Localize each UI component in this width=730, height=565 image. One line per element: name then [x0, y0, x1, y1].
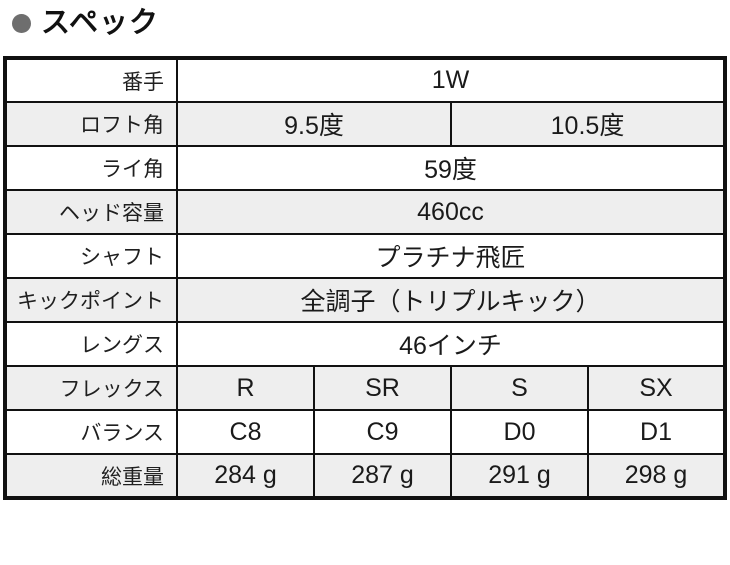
spec-value: 9.5度 — [176, 101, 452, 147]
spec-label: 番手 — [4, 57, 178, 103]
spec-value: 全調子（トリプルキック） — [176, 277, 726, 323]
spec-row-total-weight: 総重量 284 g 287 g 291 g 298 g — [4, 453, 726, 499]
spec-label: レングス — [4, 321, 178, 367]
spec-row-length: レングス 46インチ — [4, 321, 726, 367]
spec-label: ライ角 — [4, 145, 178, 191]
spec-row-head-volume: ヘッド容量 460cc — [4, 189, 726, 235]
spec-value: 460cc — [176, 189, 726, 235]
spec-value: 10.5度 — [450, 101, 726, 147]
spec-value: 46インチ — [176, 321, 726, 367]
spec-value: 291 g — [450, 453, 589, 499]
spec-value: プラチナ飛匠 — [176, 233, 726, 279]
spec-row-loft: ロフト角 9.5度 10.5度 — [4, 101, 726, 147]
spec-value: 59度 — [176, 145, 726, 191]
spec-value: C8 — [176, 409, 315, 455]
spec-value: SR — [313, 365, 452, 411]
spec-value: S — [450, 365, 589, 411]
spec-value: 298 g — [587, 453, 726, 499]
spec-value: 1W — [176, 57, 726, 103]
spec-row-club: 番手 1W — [4, 57, 726, 103]
spec-label: ロフト角 — [4, 101, 178, 147]
spec-table: 番手 1W ロフト角 9.5度 10.5度 ライ角 59度 ヘッド容量 460c… — [3, 56, 727, 500]
spec-label: 総重量 — [4, 453, 178, 499]
spec-row-flex: フレックス R SR S SX — [4, 365, 726, 411]
spec-label: フレックス — [4, 365, 178, 411]
spec-row-lie: ライ角 59度 — [4, 145, 726, 191]
page-title: スペック — [41, 7, 159, 39]
spec-value: D0 — [450, 409, 589, 455]
spec-label: シャフト — [4, 233, 178, 279]
spec-row-shaft: シャフト プラチナ飛匠 — [4, 233, 726, 279]
spec-label: キックポイント — [4, 277, 178, 323]
section-header: スペック — [12, 9, 159, 38]
bullet-icon — [12, 14, 31, 33]
spec-value: D1 — [587, 409, 726, 455]
spec-value: R — [176, 365, 315, 411]
spec-label: ヘッド容量 — [4, 189, 178, 235]
spec-value: C9 — [313, 409, 452, 455]
spec-value: SX — [587, 365, 726, 411]
spec-row-balance: バランス C8 C9 D0 D1 — [4, 409, 726, 455]
spec-value: 284 g — [176, 453, 315, 499]
spec-row-kick-point: キックポイント 全調子（トリプルキック） — [4, 277, 726, 323]
spec-value: 287 g — [313, 453, 452, 499]
spec-label: バランス — [4, 409, 178, 455]
